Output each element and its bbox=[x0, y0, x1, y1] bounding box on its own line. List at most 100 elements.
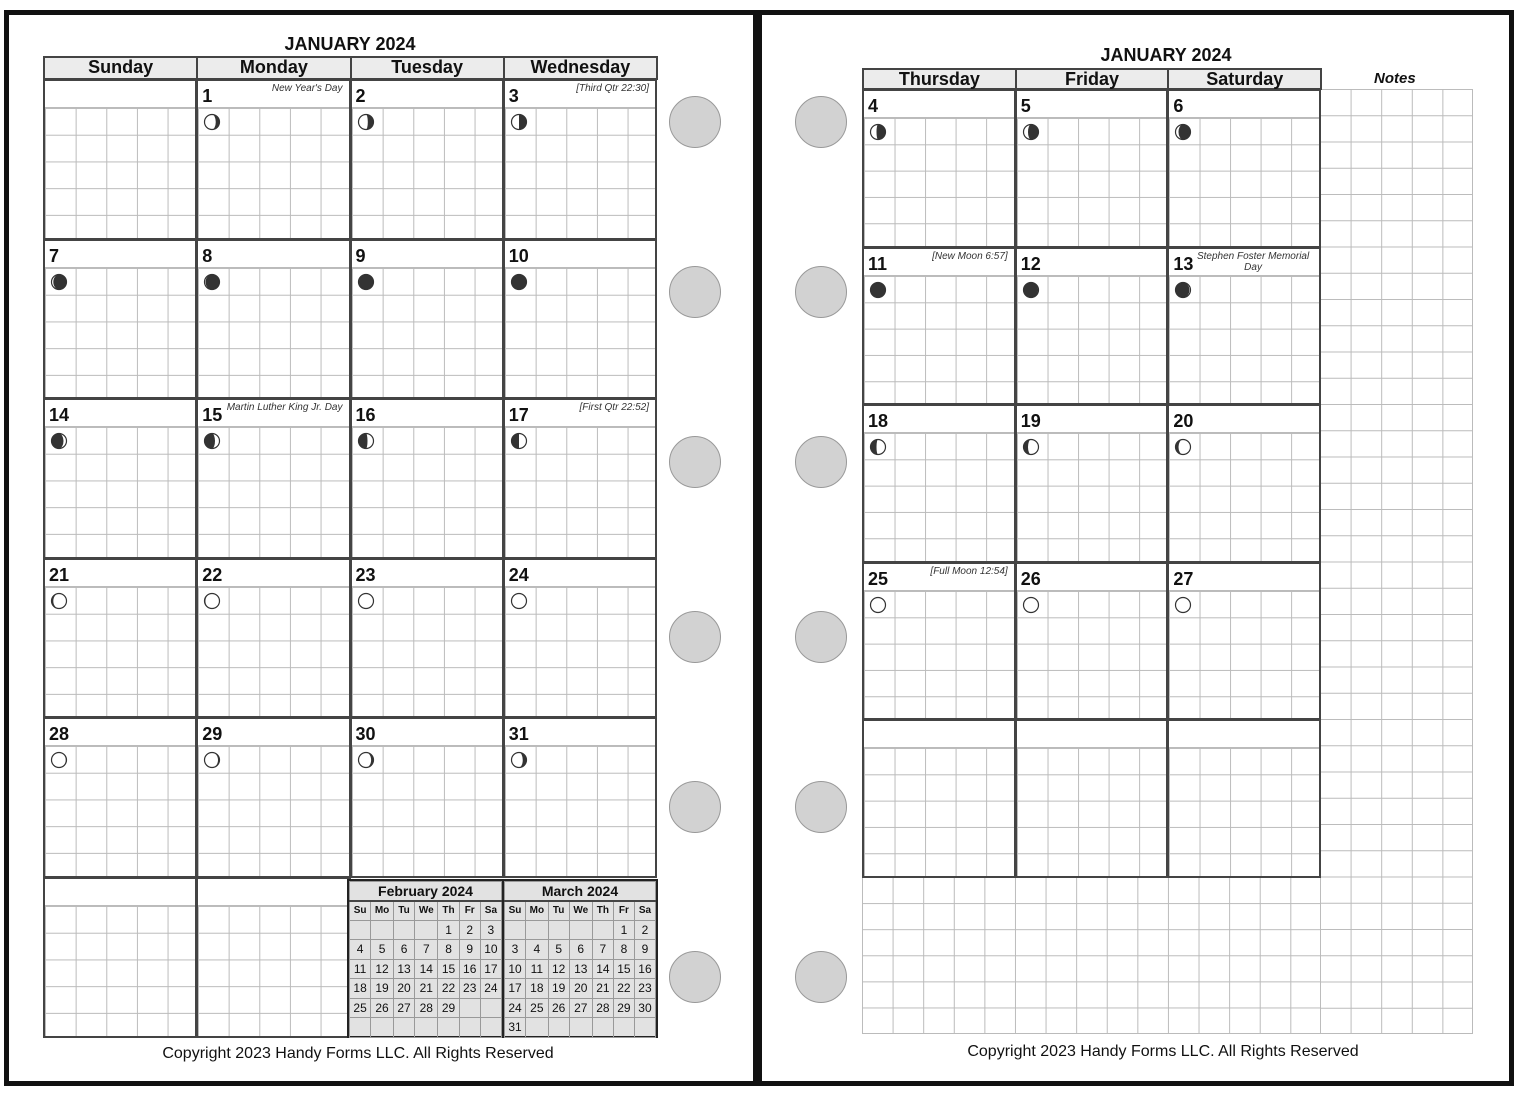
moon-icon-wrap bbox=[1174, 596, 1192, 619]
moon-icon-wrap bbox=[1174, 438, 1192, 461]
mini-day: 7 bbox=[414, 939, 439, 960]
day-cell[interactable]: 25 [Full Moon 12:54] bbox=[862, 561, 1016, 721]
day-cell[interactable]: 20 bbox=[1167, 404, 1322, 563]
moon-phase-icon bbox=[204, 433, 221, 450]
day-cell[interactable]: 13 Stephen Foster Memorial Day bbox=[1167, 246, 1322, 406]
day-cell[interactable]: 10 bbox=[502, 238, 657, 400]
writing-grid bbox=[864, 589, 1014, 719]
mini-day: 25 bbox=[348, 997, 372, 1018]
day-number: 19 bbox=[1020, 411, 1041, 432]
day-cell[interactable]: 19 bbox=[1014, 404, 1169, 563]
writing-grid bbox=[1169, 274, 1320, 404]
mini-weekday: Sa bbox=[633, 900, 657, 921]
writing-grid bbox=[45, 745, 196, 876]
day-number: 6 bbox=[1173, 96, 1184, 116]
writing-grid bbox=[198, 107, 349, 238]
day-cell[interactable]: 31 bbox=[502, 717, 657, 878]
day-cell[interactable]: 12 bbox=[1014, 246, 1169, 406]
mini-day: 29 bbox=[437, 997, 460, 1018]
day-number: 23 bbox=[355, 564, 376, 585]
mini-day: 18 bbox=[525, 978, 549, 999]
day-number: 26 bbox=[1020, 568, 1041, 589]
writing-grid bbox=[864, 117, 1014, 246]
day-cell[interactable]: 21 bbox=[43, 557, 198, 719]
mini-day: 2 bbox=[458, 919, 481, 940]
mini-day: 26 bbox=[370, 997, 394, 1018]
day-cell[interactable]: 4 bbox=[862, 89, 1016, 248]
extra-notes-grid[interactable] bbox=[862, 877, 1321, 1034]
day-cell[interactable]: 8 bbox=[196, 238, 351, 400]
mini-day: 12 bbox=[370, 958, 394, 979]
day-cell[interactable]: 2 bbox=[349, 79, 504, 240]
notes-label: Notes bbox=[1374, 70, 1416, 87]
mini-day: 19 bbox=[370, 978, 394, 999]
day-cell[interactable]: 17 [First Qtr 22:52] bbox=[502, 398, 657, 559]
notes-grid[interactable] bbox=[1320, 89, 1473, 1034]
day-cell[interactable]: 11 [New Moon 6:57] bbox=[862, 246, 1016, 406]
blank-cell bbox=[196, 877, 351, 1038]
mini-weekday: Tu bbox=[547, 900, 570, 921]
mini-weekday: We bbox=[414, 900, 439, 921]
writing-grid bbox=[864, 747, 1014, 876]
binder-hole bbox=[795, 436, 847, 488]
moon-phase-icon bbox=[1175, 596, 1192, 613]
mini-day: 10 bbox=[503, 958, 527, 979]
day-cell[interactable]: 16 bbox=[349, 398, 504, 559]
writing-grid bbox=[1169, 589, 1320, 719]
day-cell[interactable]: 18 bbox=[862, 404, 1016, 563]
mini-weekday: Su bbox=[348, 900, 372, 921]
blank-cell bbox=[43, 79, 198, 240]
writing-grid bbox=[351, 745, 502, 876]
day-number: 15 bbox=[202, 405, 223, 426]
day-cell[interactable]: 14 bbox=[43, 398, 198, 559]
day-cell[interactable]: 15 Martin Luther King Jr. Day bbox=[196, 398, 351, 559]
day-cell[interactable]: 28 bbox=[43, 717, 198, 878]
day-annotation: Stephen Foster Memorial Day bbox=[1196, 250, 1310, 273]
left-page-frame bbox=[4, 10, 758, 1086]
weekday-header: Wednesday bbox=[502, 56, 658, 80]
writing-grid bbox=[1016, 117, 1167, 246]
writing-grid bbox=[45, 585, 196, 717]
mini-day bbox=[525, 1017, 549, 1038]
day-cell[interactable]: 6 bbox=[1167, 89, 1322, 248]
day-cell[interactable]: 1 New Year's Day bbox=[196, 79, 351, 240]
mini-day: 13 bbox=[392, 958, 416, 979]
moon-phase-icon bbox=[204, 113, 221, 131]
day-cell[interactable]: 26 bbox=[1014, 561, 1169, 721]
day-cell[interactable]: 29 bbox=[196, 717, 351, 878]
mini-day: 11 bbox=[525, 958, 549, 979]
mini-day bbox=[568, 919, 593, 940]
day-cell[interactable]: 23 bbox=[349, 557, 504, 719]
weekday-header: Saturday bbox=[1167, 68, 1323, 90]
mini-day bbox=[437, 1017, 460, 1038]
moon-icon-wrap bbox=[1022, 281, 1040, 304]
writing-grid bbox=[504, 107, 655, 238]
moon-icon-wrap bbox=[1022, 438, 1040, 461]
mini-day: 8 bbox=[612, 939, 635, 960]
day-cell[interactable]: 7 bbox=[43, 238, 198, 400]
right-page-title: JANUARY 2024 bbox=[1100, 45, 1232, 65]
day-cell[interactable]: 5 bbox=[1014, 89, 1169, 248]
writing-grid bbox=[45, 266, 196, 398]
day-cell[interactable]: 22 bbox=[196, 557, 351, 719]
mini-weekday: Fr bbox=[458, 900, 481, 921]
day-cell[interactable]: 3 [Third Qtr 22:30] bbox=[502, 79, 657, 240]
writing-grid bbox=[1016, 274, 1167, 404]
mini-day: 20 bbox=[392, 978, 416, 999]
mini-day: 28 bbox=[414, 997, 439, 1018]
mini-day bbox=[414, 919, 439, 940]
mini-day: 22 bbox=[612, 978, 635, 999]
day-number: 25 bbox=[868, 568, 889, 589]
day-cell[interactable]: 24 bbox=[502, 557, 657, 719]
mini-day: 25 bbox=[525, 997, 549, 1018]
day-cell[interactable]: 30 bbox=[349, 717, 504, 878]
mini-calendar-title: March 2024 bbox=[504, 881, 656, 902]
day-cell[interactable]: 9 bbox=[349, 238, 504, 400]
writing-grid bbox=[504, 745, 655, 876]
mini-day: 3 bbox=[503, 939, 527, 960]
day-number: 29 bbox=[202, 724, 223, 745]
day-cell[interactable]: 27 bbox=[1167, 561, 1322, 721]
weekday-header: Monday bbox=[196, 56, 352, 80]
blank-cell bbox=[1167, 719, 1322, 878]
day-number: 12 bbox=[1020, 253, 1041, 274]
